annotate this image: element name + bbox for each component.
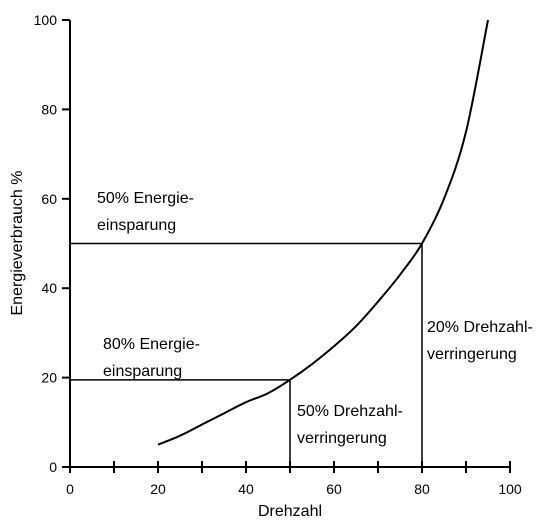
x-tick-label-60: 60	[326, 481, 342, 497]
annotation-20-drehzahl-line2: verringerung	[427, 346, 517, 363]
annotation-50-energie: 50% Energie- einsparung	[97, 190, 198, 234]
x-tick-label-0: 0	[66, 481, 74, 497]
annotation-20-drehzahl-line1: 20% Drehzahl-	[427, 319, 533, 336]
y-axis-label: Energieverbrauch %	[9, 171, 26, 316]
annotation-20-drehzahl: 20% Drehzahl- verringerung	[427, 319, 537, 363]
y-tick-label-0: 0	[49, 459, 57, 475]
x-tick-label-100: 100	[498, 481, 522, 497]
y-tick-label-100: 100	[34, 12, 58, 28]
y-tick-label-80: 80	[41, 101, 57, 117]
y-tick-label-20: 20	[41, 370, 57, 386]
annotation-80-energie-line2: einsparung	[103, 363, 182, 380]
annotation-50-drehzahl-line2: verringerung	[297, 430, 387, 447]
annotation-50-drehzahl: 50% Drehzahl- verringerung	[297, 403, 407, 447]
annotation-50-energie-line1: 50% Energie-	[97, 190, 194, 207]
reference-lines	[70, 242, 423, 467]
annotation-50-energie-line2: einsparung	[97, 217, 176, 234]
x-tick-labels: 0 20 40 60 80 100	[66, 481, 522, 497]
y-tick-label-60: 60	[41, 191, 57, 207]
y-tick-labels: 0 20 40 60 80 100	[34, 12, 58, 475]
energy-curve	[157, 19, 489, 446]
annotation-50-drehzahl-line1: 50% Drehzahl-	[297, 403, 403, 420]
y-ticks	[62, 19, 70, 468]
x-axis-label: Drehzahl	[258, 503, 322, 520]
x-tick-label-40: 40	[238, 481, 254, 497]
annotation-80-energie-line1: 80% Energie-	[103, 336, 200, 353]
x-tick-label-20: 20	[150, 481, 166, 497]
y-tick-label-40: 40	[41, 280, 57, 296]
x-ticks	[69, 461, 511, 473]
x-tick-label-80: 80	[414, 481, 430, 497]
annotation-80-energie: 80% Energie- einsparung	[103, 336, 204, 380]
